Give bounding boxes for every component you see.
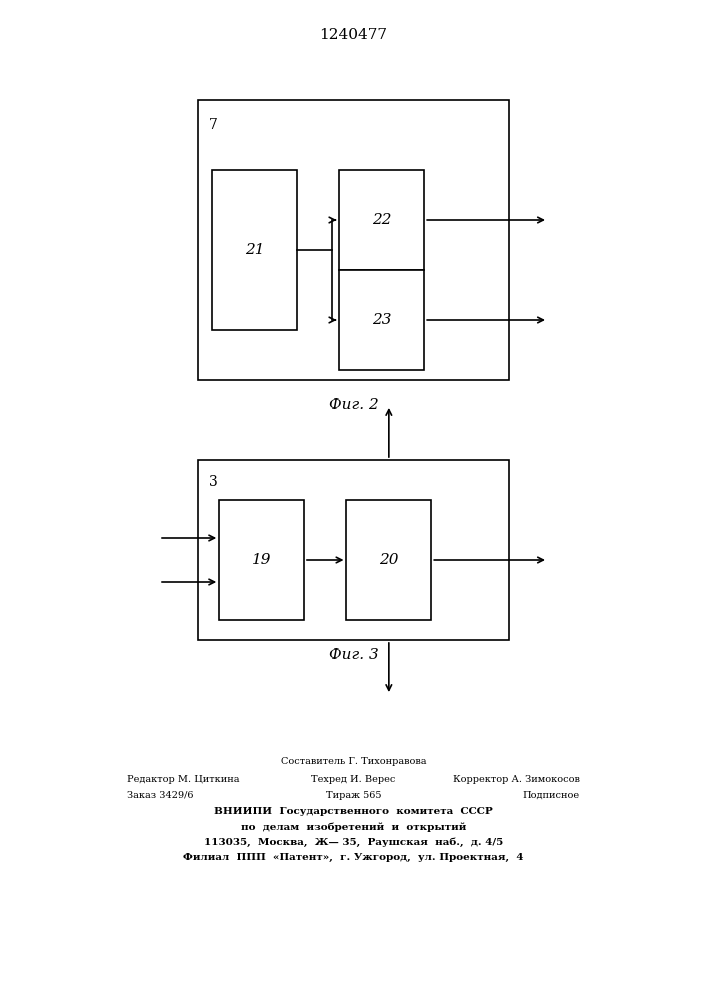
Bar: [198, 460, 509, 640]
Text: по  делам  изобретений  и  открытий: по делам изобретений и открытий: [241, 822, 466, 832]
Bar: [212, 170, 297, 330]
Text: Фиг. 2: Фиг. 2: [329, 398, 378, 412]
Text: Составитель Г. Тихонравова: Составитель Г. Тихонравова: [281, 758, 426, 766]
Text: 23: 23: [372, 313, 392, 327]
Text: Техред И. Верес: Техред И. Верес: [311, 776, 396, 784]
Text: Редактор М. Циткина: Редактор М. Циткина: [127, 776, 240, 784]
Text: Тираж 565: Тираж 565: [326, 790, 381, 800]
Text: 7: 7: [209, 118, 218, 132]
Text: 22: 22: [372, 213, 392, 227]
Bar: [219, 500, 304, 620]
Text: ВНИИПИ  Государственного  комитета  СССР: ВНИИПИ Государственного комитета СССР: [214, 808, 493, 816]
Text: 113035,  Москва,  Ж— 35,  Раушская  наб.,  д. 4/5: 113035, Москва, Ж— 35, Раушская наб., д.…: [204, 837, 503, 847]
Text: 19: 19: [252, 553, 271, 567]
Bar: [346, 500, 431, 620]
Text: 20: 20: [379, 553, 399, 567]
Text: Фиг. 3: Фиг. 3: [329, 648, 378, 662]
Bar: [198, 100, 509, 380]
Text: 3: 3: [209, 475, 217, 489]
Text: Заказ 3429/6: Заказ 3429/6: [127, 790, 194, 800]
Text: Корректор А. Зимокосов: Корректор А. Зимокосов: [453, 776, 580, 784]
Text: Подписное: Подписное: [522, 790, 580, 800]
Bar: [339, 170, 424, 270]
Text: Филиал  ППП  «Патент»,  г. Ужгород,  ул. Проектная,  4: Филиал ППП «Патент», г. Ужгород, ул. Про…: [183, 852, 524, 862]
Bar: [339, 270, 424, 370]
Text: 1240477: 1240477: [320, 28, 387, 42]
Text: 21: 21: [245, 243, 264, 257]
